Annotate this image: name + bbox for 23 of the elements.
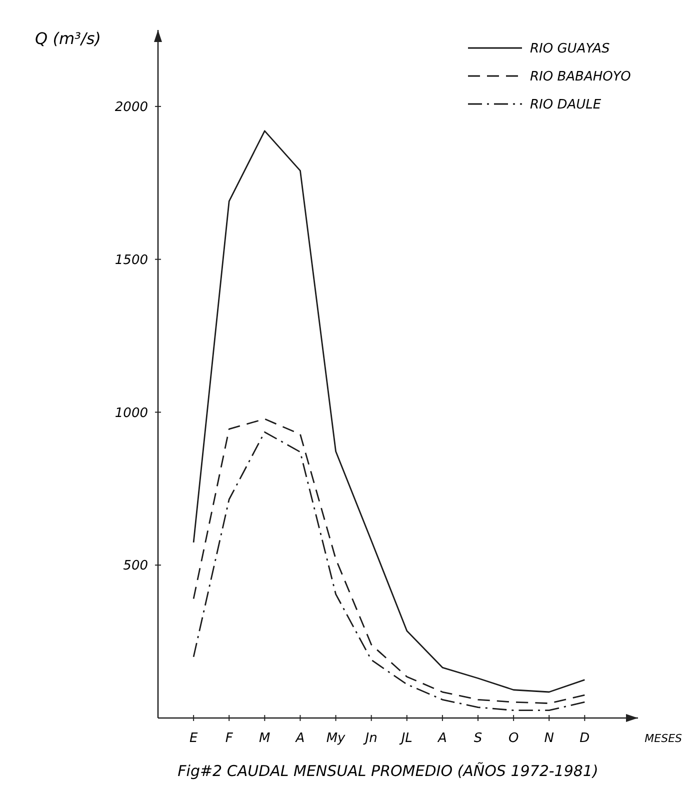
- line-series: [192, 130, 586, 693]
- x-tick-label: JL: [398, 731, 412, 746]
- x-tick-label: A: [436, 731, 447, 746]
- legend-label: RIO BABAHOYO: [530, 70, 631, 85]
- text: Fig#2 CAUDAL MENSUAL PROMEDIO (AÑOS 1972-1981): [178, 762, 598, 780]
- y-axis-title: Q (m³/s): [35, 29, 101, 48]
- x-tick-label: My: [326, 731, 346, 746]
- y-tick-label: 500: [123, 558, 148, 574]
- y-tick-label: 1000: [114, 406, 148, 421]
- x-tick-label: O: [508, 731, 519, 746]
- x-tick-label: F: [225, 731, 234, 746]
- y-tick-label: 2000: [114, 100, 148, 115]
- y-tick-label: 1500: [114, 252, 148, 268]
- x-tick-label: A: [294, 731, 305, 746]
- x-tick-label: D: [580, 731, 590, 746]
- legend-label: RIO DAULE: [530, 98, 602, 113]
- x-axis-title: MESES: [644, 732, 682, 745]
- x-tick-label: E: [189, 731, 198, 746]
- x-tick-label: N: [544, 731, 554, 746]
- x-tick-label: Jn: [362, 731, 378, 746]
- x-tick-label: M: [259, 731, 270, 746]
- x-tick-label: S: [474, 731, 482, 746]
- legend-label: RIO GUAYAS: [530, 42, 610, 57]
